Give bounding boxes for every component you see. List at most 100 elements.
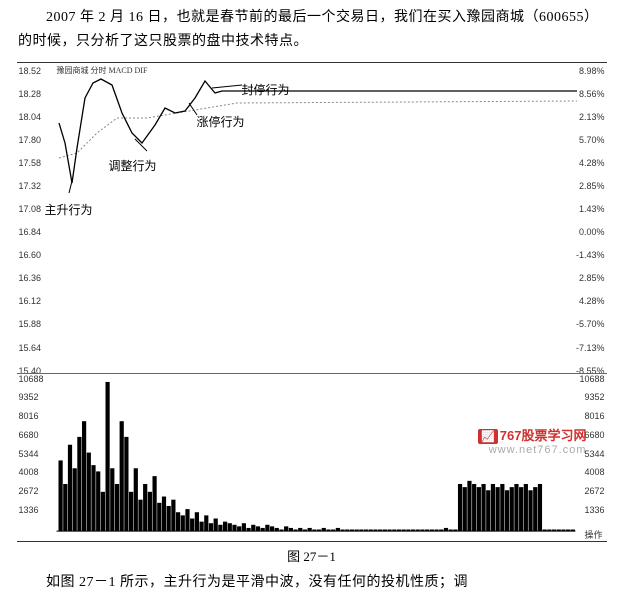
volume-bar	[67, 444, 71, 530]
volume-bar	[528, 490, 532, 531]
volume-bar	[190, 518, 194, 531]
volume-bar	[509, 487, 513, 531]
volume-bar	[180, 515, 184, 531]
volume-bar	[514, 484, 518, 531]
volume-bar	[237, 526, 241, 531]
volume-bar	[175, 512, 179, 531]
paragraph-top: 2007 年 2 月 16 日，也就是春节前的最后一个交易日，我们在买入豫园商城…	[0, 0, 623, 58]
volume-bar	[519, 487, 523, 531]
volume-bar	[208, 523, 212, 531]
watermark: 📈767股票学习网 www.net767.com	[478, 425, 586, 456]
volume-bar	[476, 487, 480, 531]
volume-bar	[472, 484, 476, 531]
figure-caption: 图 27－1	[0, 546, 623, 565]
volume-bar	[124, 436, 128, 530]
price-y-right-label: 2.85%	[579, 273, 605, 283]
vol-y-left-label: 6680	[19, 430, 39, 440]
price-y-left-label: 17.32	[19, 181, 42, 191]
volume-bar	[194, 512, 198, 531]
price-y-right-label: 8.98%	[579, 66, 605, 76]
volume-bar	[171, 499, 175, 530]
volume-bar	[241, 523, 245, 531]
vol-y-left-label: 1336	[19, 505, 39, 515]
annotation-lines	[69, 85, 242, 193]
volume-bar	[255, 526, 259, 531]
price-svg	[17, 63, 607, 373]
volume-bar	[161, 496, 165, 531]
price-y-left-label: 18.04	[19, 112, 42, 122]
volume-bar	[72, 468, 76, 531]
price-y-right-label: 2.13%	[579, 112, 605, 122]
volume-bar	[467, 480, 471, 530]
volume-bar	[199, 521, 203, 530]
volume-bar	[462, 487, 466, 531]
price-y-right-label: 2.85%	[579, 181, 605, 191]
price-y-left-label: 17.80	[19, 135, 42, 145]
watermark-line1: 📈767股票学习网	[478, 425, 586, 444]
volume-bar	[119, 421, 123, 531]
vol-y-right-label: 10688	[579, 374, 604, 384]
vol-y-left-label: 5344	[19, 449, 39, 459]
volume-panel: 106889352801666805344400826721336 106889…	[17, 373, 607, 543]
vol-y-left-label: 4008	[19, 467, 39, 477]
vol-y-left-label: 10688	[19, 374, 44, 384]
price-y-right-label: 0.00%	[579, 227, 605, 237]
chart-annotation: 涨停行为	[197, 113, 245, 130]
chart-annotation: 主升行为	[45, 201, 93, 218]
price-y-right-label: -5.70%	[576, 319, 605, 329]
price-y-left-label: 16.36	[19, 273, 42, 283]
volume-bar	[227, 523, 231, 531]
volume-bar	[133, 468, 137, 531]
volume-bar	[495, 487, 499, 531]
volume-bar	[147, 491, 151, 530]
price-y-right-label: 4.28%	[579, 158, 605, 168]
vol-y-right-label: 5344	[584, 449, 604, 459]
volume-bar	[105, 382, 109, 531]
volume-bar	[222, 521, 226, 530]
volume-bar	[486, 490, 490, 531]
volume-bar	[284, 526, 288, 531]
avg-line	[59, 101, 577, 158]
price-y-left-label: 17.08	[19, 204, 42, 214]
volume-bar	[232, 524, 236, 530]
volume-bar	[457, 484, 461, 531]
vol-y-right-label: 4008	[584, 467, 604, 477]
watermark-badge-icon: 📈	[478, 429, 498, 444]
volume-bar	[63, 484, 67, 531]
volume-bar	[143, 484, 147, 531]
chart-container: 豫园商城 分时 MACD DIF 18.5218.2818.0417.8017.…	[17, 62, 607, 542]
volume-bar	[91, 465, 95, 531]
watermark-text: 767股票学习网	[500, 428, 587, 443]
x-axis-label: 操作	[584, 528, 602, 541]
volume-bar	[138, 499, 142, 530]
price-y-right-label: 1.43%	[579, 204, 605, 214]
volume-bar	[251, 524, 255, 530]
price-y-right-label: 4.28%	[579, 296, 605, 306]
price-y-right-label: -1.43%	[576, 250, 605, 260]
volume-bar	[157, 502, 161, 530]
price-y-right-label: 5.70%	[579, 135, 605, 145]
price-panel: 豫园商城 分时 MACD DIF 18.5218.2818.0417.8017.…	[17, 63, 607, 373]
vol-y-right-label: 2672	[584, 486, 604, 496]
volume-bar	[504, 490, 508, 531]
volume-bar	[490, 484, 494, 531]
price-y-right-label: 8.56%	[579, 89, 605, 99]
volume-bar	[481, 484, 485, 531]
volume-bar	[204, 515, 208, 531]
volume-bar	[96, 471, 100, 531]
vol-y-right-label: 9352	[584, 392, 604, 402]
volume-bar	[77, 436, 81, 530]
vol-y-left-label: 2672	[19, 486, 39, 496]
paragraph-bottom: 如图 27－1 所示，主升行为是平滑中波，没有任何的投机性质；调	[0, 565, 623, 598]
chart-annotation: 封停行为	[242, 81, 290, 98]
price-y-left-label: 16.84	[19, 227, 42, 237]
chart-annotation: 调整行为	[109, 157, 157, 174]
volume-bar	[500, 484, 504, 531]
volume-bar	[533, 487, 537, 531]
price-y-left-label: 15.88	[19, 319, 42, 329]
vol-y-right-label: 6680	[584, 430, 604, 440]
price-y-left-label: 18.52	[19, 66, 42, 76]
volume-bars	[58, 382, 574, 531]
volume-bar	[100, 491, 104, 530]
volume-bar	[537, 484, 541, 531]
